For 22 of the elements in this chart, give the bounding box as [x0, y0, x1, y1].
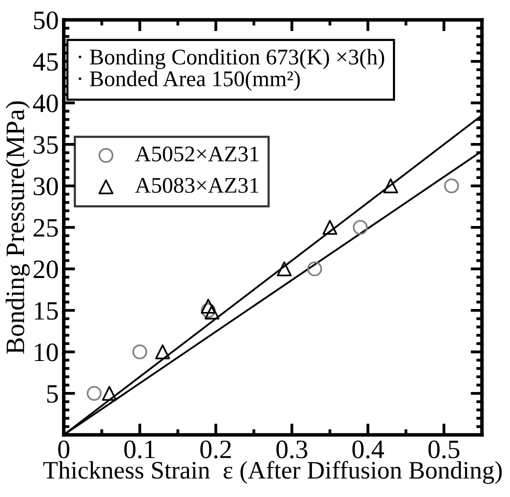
x-tick-label: 0.2: [200, 440, 231, 458]
legend-label: A5052×AZ31: [135, 146, 258, 162]
x-tick-label: 0: [58, 440, 70, 458]
y-tick-label: 10: [34, 343, 58, 362]
y-axis-title: Bonding Pressure(MPa): [6, 101, 30, 354]
y-tick-label: 20: [34, 260, 58, 278]
y-tick-label: 40: [33, 94, 58, 112]
x-tick-label: 0.3: [276, 440, 308, 458]
y-tick-label: 5: [47, 385, 58, 403]
annotation: · Bonded Area 150(mm²): [78, 70, 300, 91]
x-axis-title: Thickness Strain ε (After Diffusion Bonding): [43, 460, 502, 484]
y-tick-label: 45: [33, 53, 58, 71]
y-tick-label: 15: [34, 302, 58, 320]
y-tick-label: 35: [34, 136, 58, 154]
y-tick-label: 25: [34, 219, 58, 237]
x-tick-label: 0.5: [428, 440, 460, 458]
y-tick-label: 30: [34, 177, 58, 196]
x-tick-label: 0.4: [352, 440, 384, 458]
x-tick-label: 0.1: [124, 440, 155, 458]
annotation: · Bonding Condition 673(K) ×3(h): [78, 48, 384, 70]
legend-label: A5083×AZ31: [135, 178, 258, 193]
y-tick-label: 50: [34, 11, 58, 30]
